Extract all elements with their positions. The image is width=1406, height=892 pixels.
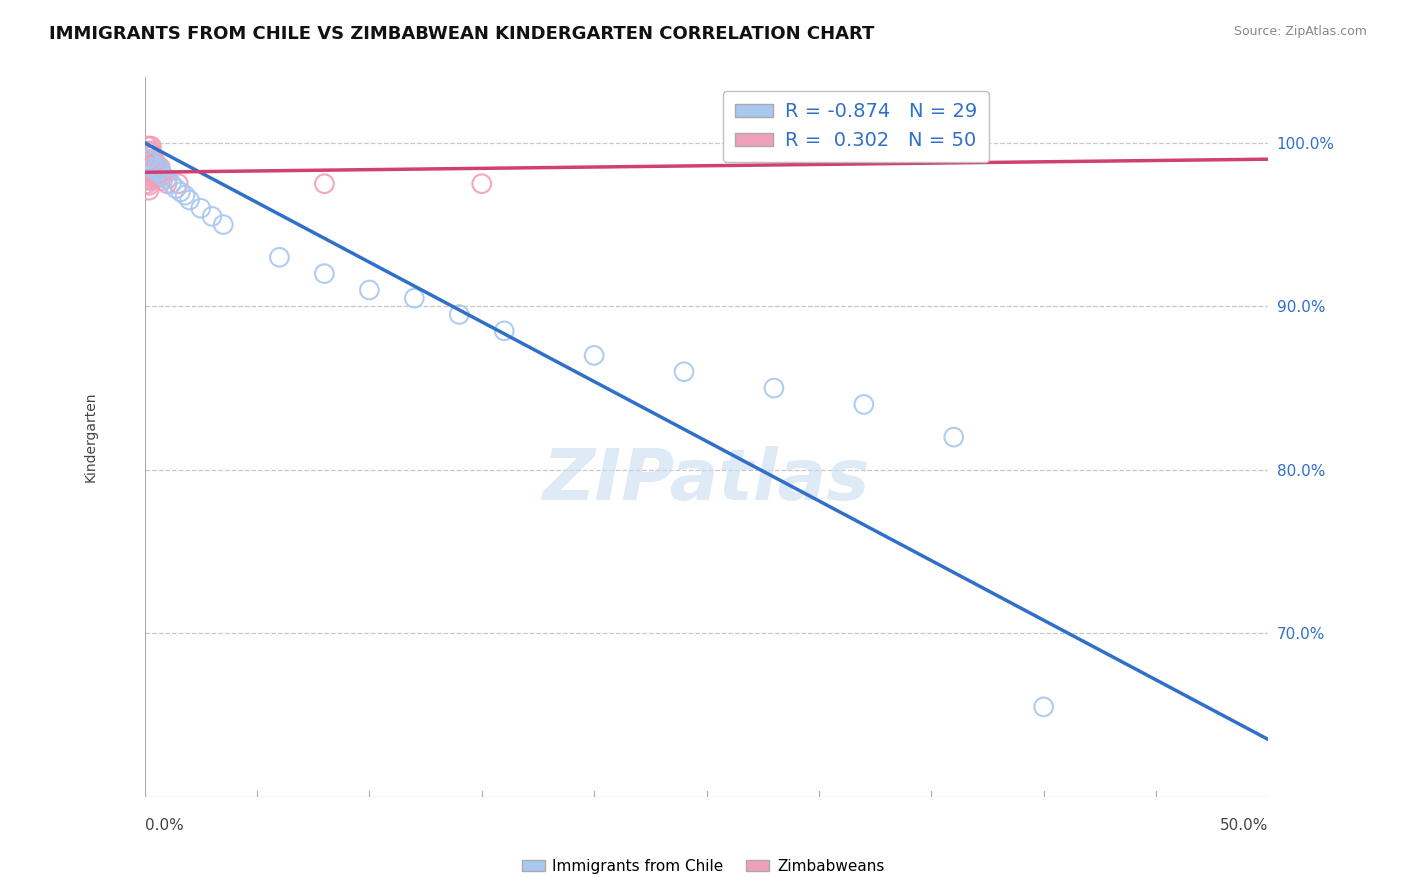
Point: [138, 169, 160, 183]
Point: [156, 171, 179, 186]
Point: [149, 161, 172, 175]
Point: [135, 161, 157, 175]
Point: [942, 430, 965, 444]
Point: [141, 173, 163, 187]
Point: [146, 165, 169, 179]
Point: [141, 144, 163, 158]
Point: [138, 183, 160, 197]
Point: [135, 147, 157, 161]
Point: [141, 153, 163, 168]
Point: [146, 161, 169, 175]
Point: [314, 267, 336, 281]
Point: [146, 170, 169, 185]
Text: Source: ZipAtlas.com: Source: ZipAtlas.com: [1233, 25, 1367, 38]
Point: [167, 177, 190, 191]
Point: [135, 144, 157, 158]
Point: [1032, 699, 1054, 714]
Point: [142, 152, 165, 166]
Point: [135, 171, 157, 186]
Point: [138, 159, 160, 173]
Point: [146, 161, 169, 175]
Point: [138, 144, 160, 158]
Point: [145, 155, 167, 169]
Point: [145, 170, 167, 185]
Point: [145, 163, 167, 178]
Point: [142, 171, 165, 186]
Point: [138, 153, 160, 168]
Point: [145, 165, 167, 179]
Point: [138, 152, 160, 166]
Point: [583, 348, 606, 362]
Point: [449, 308, 471, 322]
Point: [169, 185, 191, 199]
Text: 0.0%: 0.0%: [145, 818, 183, 833]
Point: [359, 283, 381, 297]
Point: [762, 381, 785, 395]
Point: [156, 177, 179, 191]
Point: [201, 210, 224, 224]
Point: [142, 161, 165, 176]
Point: [141, 155, 163, 169]
Point: [135, 163, 157, 178]
Point: [152, 169, 174, 183]
Point: [138, 149, 160, 163]
Point: [852, 397, 875, 411]
Point: [314, 177, 336, 191]
Point: [141, 163, 163, 178]
Point: [152, 173, 174, 187]
Point: [179, 193, 201, 207]
Point: [135, 155, 157, 169]
Point: [160, 177, 183, 191]
Point: [156, 171, 179, 186]
Point: [190, 201, 212, 215]
Legend: Immigrants from Chile, Zimbabweans: Immigrants from Chile, Zimbabweans: [516, 853, 890, 880]
Text: IMMIGRANTS FROM CHILE VS ZIMBABWEAN KINDERGARTEN CORRELATION CHART: IMMIGRANTS FROM CHILE VS ZIMBABWEAN KIND…: [49, 25, 875, 43]
Point: [142, 157, 165, 171]
Point: [149, 165, 172, 179]
Point: [269, 250, 291, 264]
Point: [141, 159, 163, 173]
Point: [135, 152, 157, 166]
Text: Kindergarten: Kindergarten: [84, 392, 97, 483]
Point: [141, 139, 163, 153]
Text: 50.0%: 50.0%: [1220, 818, 1268, 833]
Point: [165, 181, 187, 195]
Point: [471, 177, 494, 191]
Point: [149, 163, 172, 178]
Point: [141, 149, 163, 163]
Point: [404, 291, 426, 305]
Point: [138, 173, 160, 187]
Point: [152, 169, 174, 183]
Point: [174, 188, 197, 202]
Point: [494, 324, 516, 338]
Point: [673, 365, 696, 379]
Point: [138, 178, 160, 193]
Point: [135, 177, 157, 191]
Point: [135, 152, 157, 166]
Point: [212, 218, 235, 232]
Point: [135, 169, 157, 183]
Legend: R = -0.874   N = 29, R =  0.302   N = 50: R = -0.874 N = 29, R = 0.302 N = 50: [723, 91, 988, 161]
Text: ZIPatlas: ZIPatlas: [543, 446, 870, 515]
Point: [142, 161, 165, 175]
Point: [145, 161, 167, 175]
Point: [135, 139, 157, 153]
Point: [149, 170, 172, 185]
Point: [142, 167, 165, 181]
Point: [138, 139, 160, 153]
Point: [141, 169, 163, 183]
Point: [138, 163, 160, 178]
